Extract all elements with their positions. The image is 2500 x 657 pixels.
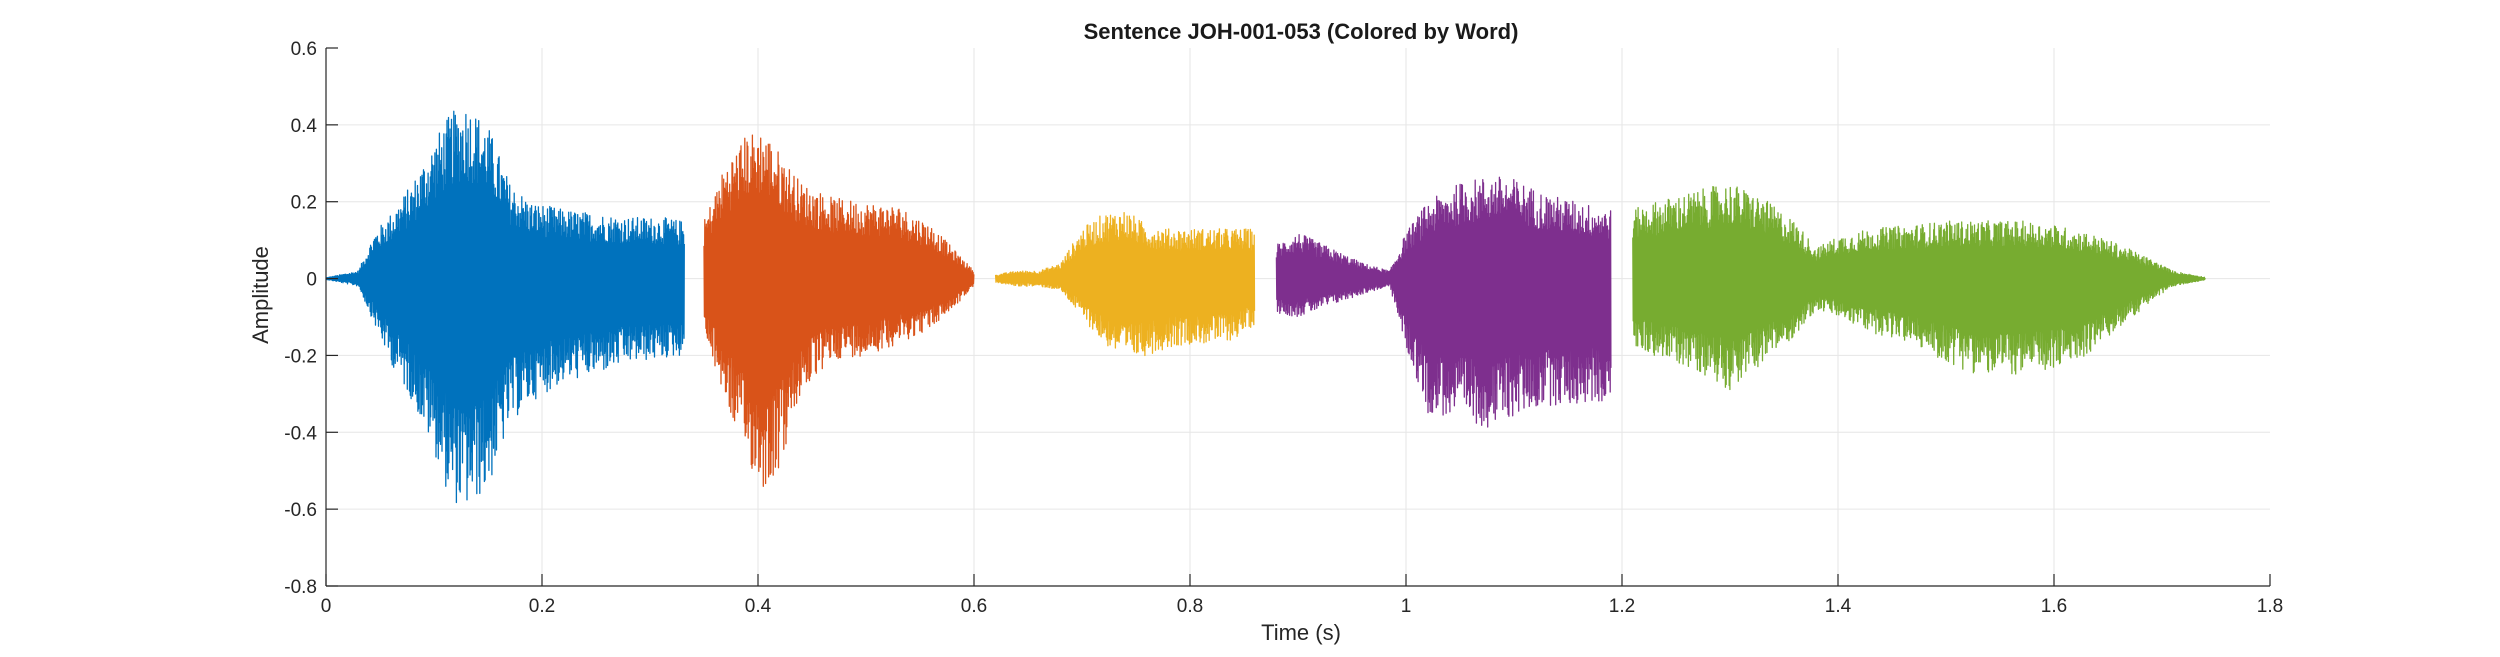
x-tick-label: 0.2: [529, 596, 555, 617]
waveform-series: [325, 110, 2206, 504]
x-tick-label: 1.4: [1825, 596, 1852, 617]
x-tick-label: 1.2: [1609, 596, 1635, 617]
y-tick-label: -0.8: [284, 577, 317, 598]
waveform-segment-1: [325, 110, 685, 504]
y-tick-label: 0.4: [291, 116, 318, 137]
y-axis-label: Amplitude: [248, 246, 273, 344]
x-tick-label: 1.6: [2041, 596, 2067, 617]
waveform-segment-3: [994, 211, 1256, 357]
y-tick-label: 0.2: [291, 193, 317, 214]
waveform-segment-2: [703, 134, 975, 487]
x-tick-label: 0: [321, 596, 332, 617]
tick-labels: 0 0.2 0.4 0.6 0.8 1 1.2 1.4 1.6 1.8 -0.8 -0.6 -0.4 -0…: [284, 39, 2283, 617]
x-tick-label: 0.6: [961, 596, 987, 617]
axes: [325, 47, 2271, 587]
y-tick-label: 0.6: [291, 39, 317, 60]
x-tick-label: 1: [1401, 596, 1412, 617]
waveform-segment-5: [1632, 186, 2206, 391]
waveform-segment-4: [1275, 176, 1612, 428]
x-axis-label: Time (s): [1261, 620, 1341, 645]
x-tick-label: 1.8: [2257, 596, 2283, 617]
chart-title: Sentence JOH-001-053 (Colored by Word): [1084, 19, 1519, 44]
y-tick-label: -0.2: [284, 346, 317, 367]
y-tick-label: -0.6: [284, 500, 317, 521]
x-tick-label: 0.4: [745, 596, 772, 617]
y-tick-label: 0: [306, 270, 317, 291]
x-tick-label: 0.8: [1177, 596, 1203, 617]
y-tick-label: -0.4: [284, 423, 317, 444]
